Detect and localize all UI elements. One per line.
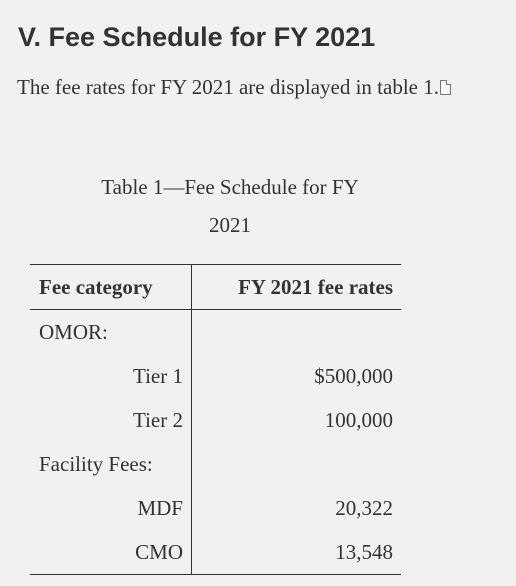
row-category-cmo: CMO <box>30 530 192 575</box>
table-caption: Table 1—Fee Schedule for FY 2021 <box>30 168 430 244</box>
table-row: CMO 13,548 <box>30 530 401 575</box>
table-row: Tier 1 $500,000 <box>30 354 401 398</box>
row-rate-facility-fees <box>192 442 402 486</box>
table-row: Facility Fees: <box>30 442 401 486</box>
row-category-facility-fees: Facility Fees: <box>30 442 192 486</box>
row-category-tier-1: Tier 1 <box>30 354 192 398</box>
fee-schedule-table: Fee category FY 2021 fee rates OMOR: Tie… <box>30 264 401 575</box>
row-rate-mdf: 20,322 <box>335 495 393 520</box>
table-row: OMOR: <box>30 309 402 355</box>
row-rate-tier-2: 100,000 <box>324 407 393 432</box>
row-category-tier-2: Tier 2 <box>30 398 192 442</box>
table-caption-line-1: Table 1—Fee Schedule for FY <box>101 175 359 199</box>
document-icon[interactable] <box>440 80 451 95</box>
intro-text: The fee rates for FY 2021 are displayed … <box>17 75 439 99</box>
intro-paragraph: The fee rates for FY 2021 are displayed … <box>17 73 451 101</box>
column-header-fee-category: Fee category <box>30 264 192 310</box>
row-category-mdf: MDF <box>30 486 192 530</box>
row-category-omor: OMOR: <box>30 309 192 354</box>
table-row: Tier 2 100,000 <box>30 398 401 442</box>
table-caption-line-2: 2021 <box>209 213 251 237</box>
column-header-fee-rates: FY 2021 fee rates <box>191 264 401 310</box>
row-rate-tier-1: $500,000 <box>314 363 393 388</box>
section-heading: V. Fee Schedule for FY 2021 <box>18 22 376 52</box>
table-row: MDF 20,322 <box>30 486 401 530</box>
row-rate-omor <box>192 310 402 355</box>
row-rate-cmo: 13,548 <box>191 530 401 575</box>
table-header-row: Fee category FY 2021 fee rates <box>30 264 401 310</box>
